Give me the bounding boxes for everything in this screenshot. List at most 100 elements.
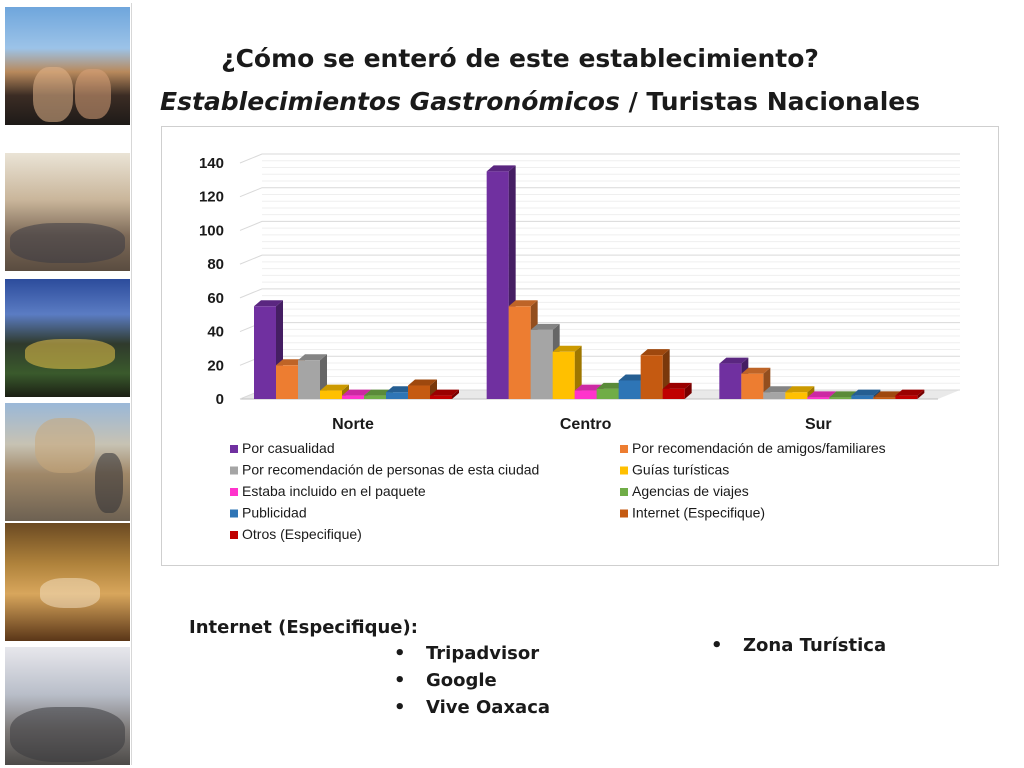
bar-side xyxy=(574,345,582,399)
bar-top xyxy=(719,357,749,364)
bar-side xyxy=(452,389,459,399)
photo-church-tourists xyxy=(5,403,130,521)
legend-label: Por casualidad xyxy=(242,440,335,456)
bar xyxy=(508,306,531,399)
y-tick-label: 60 xyxy=(207,290,224,307)
bar-top xyxy=(530,323,560,330)
bar xyxy=(254,306,276,399)
bar xyxy=(430,395,452,399)
bar-top xyxy=(851,389,881,396)
bar-top xyxy=(741,367,771,374)
legend-label: Estaba incluido en el paquete xyxy=(242,483,426,499)
bar-top xyxy=(807,391,837,398)
legend-swatch xyxy=(230,531,238,539)
legend-swatch xyxy=(620,445,628,453)
list-item: Tripadvisor xyxy=(394,640,550,667)
legend-label: Por recomendación de personas de esta ci… xyxy=(242,462,539,478)
bar xyxy=(763,392,786,399)
list-item: Vive Oaxaca xyxy=(394,694,550,721)
photo-street-crowd xyxy=(5,153,130,271)
gridline xyxy=(239,288,960,299)
bar-top xyxy=(342,389,371,396)
bar xyxy=(342,395,364,399)
bar xyxy=(873,397,896,399)
bar-top xyxy=(386,386,415,393)
bar xyxy=(851,395,874,399)
bar-chart: 0 20 40 60 80 100 120 140 Norte Centro Sur Por casu… xyxy=(199,153,960,542)
bar xyxy=(596,388,619,399)
photo-night-garden xyxy=(5,279,130,397)
bar xyxy=(320,390,342,399)
bar-top xyxy=(430,389,459,396)
bar xyxy=(785,392,808,399)
bar-top xyxy=(298,354,327,361)
subtitle-rest: / Turistas Nacionales xyxy=(619,87,921,116)
bar-top xyxy=(763,386,793,393)
bar xyxy=(552,351,575,399)
bar-top xyxy=(508,300,538,307)
bar-top xyxy=(895,389,925,396)
bar xyxy=(276,365,298,399)
gridline xyxy=(239,254,960,265)
bar xyxy=(640,355,663,399)
legend-swatch xyxy=(230,466,238,475)
gridline xyxy=(239,220,960,231)
internet-heading: Internet (Especifique): xyxy=(189,617,418,638)
x-tick-label: Norte xyxy=(332,416,374,433)
bar-top xyxy=(276,359,305,366)
legend-swatch xyxy=(620,466,628,475)
bar xyxy=(895,395,918,399)
list-item: Zona Turística xyxy=(711,632,886,659)
extra-sources-list: Zona Turística xyxy=(711,632,886,659)
bar-top xyxy=(785,386,815,393)
legend-swatch xyxy=(620,488,628,496)
photo-cathedral-people xyxy=(5,7,130,125)
y-tick-label: 120 xyxy=(199,189,224,206)
internet-sources-list: Tripadvisor Google Vive Oaxaca xyxy=(394,640,550,721)
legend-label: Publicidad xyxy=(242,505,307,521)
bar xyxy=(719,363,742,399)
y-tick-label: 100 xyxy=(199,222,224,239)
photo-hotel-room xyxy=(5,523,130,641)
photo-mall-crowd xyxy=(5,647,130,765)
bar-top xyxy=(662,382,692,389)
legend-swatch xyxy=(230,445,238,453)
bar-top xyxy=(596,382,626,389)
x-tick-label: Centro xyxy=(560,416,612,433)
bar-top xyxy=(552,345,582,352)
bar xyxy=(530,329,553,399)
legend-label: Por recomendación de amigos/familiares xyxy=(632,440,886,456)
legend-swatch xyxy=(230,509,238,518)
photo-strip xyxy=(3,3,132,765)
y-tick-label: 80 xyxy=(207,256,224,273)
bar-top xyxy=(364,389,393,396)
legend-swatch xyxy=(620,509,628,518)
x-tick-label: Sur xyxy=(805,416,832,433)
y-tick-label: 20 xyxy=(207,357,224,374)
bar xyxy=(807,397,830,399)
legend-label: Internet (Especifique) xyxy=(632,505,765,521)
bar xyxy=(741,373,764,399)
bar xyxy=(829,397,852,399)
page-title: ¿Cómo se enteró de este establecimiento? xyxy=(221,44,819,73)
bar xyxy=(618,380,641,399)
gridline xyxy=(239,322,960,333)
bar xyxy=(364,395,386,399)
y-tick-label: 40 xyxy=(207,324,224,341)
bar-top xyxy=(618,374,648,381)
legend-label: Otros (Especifique) xyxy=(242,526,362,542)
gridline xyxy=(239,153,960,164)
list-item: Google xyxy=(394,667,550,694)
bar xyxy=(298,360,320,399)
bar-side xyxy=(917,389,925,399)
bar-side xyxy=(684,382,692,399)
legend-label: Guías turísticas xyxy=(632,462,729,478)
y-tick-label: 140 xyxy=(199,155,224,172)
bar xyxy=(408,385,430,399)
bar xyxy=(386,392,408,399)
subtitle-italic: Establecimientos Gastronómicos xyxy=(160,87,620,116)
bar-top xyxy=(486,165,516,172)
bar xyxy=(486,171,509,399)
bar-top xyxy=(829,391,859,398)
bar-top xyxy=(640,349,670,356)
